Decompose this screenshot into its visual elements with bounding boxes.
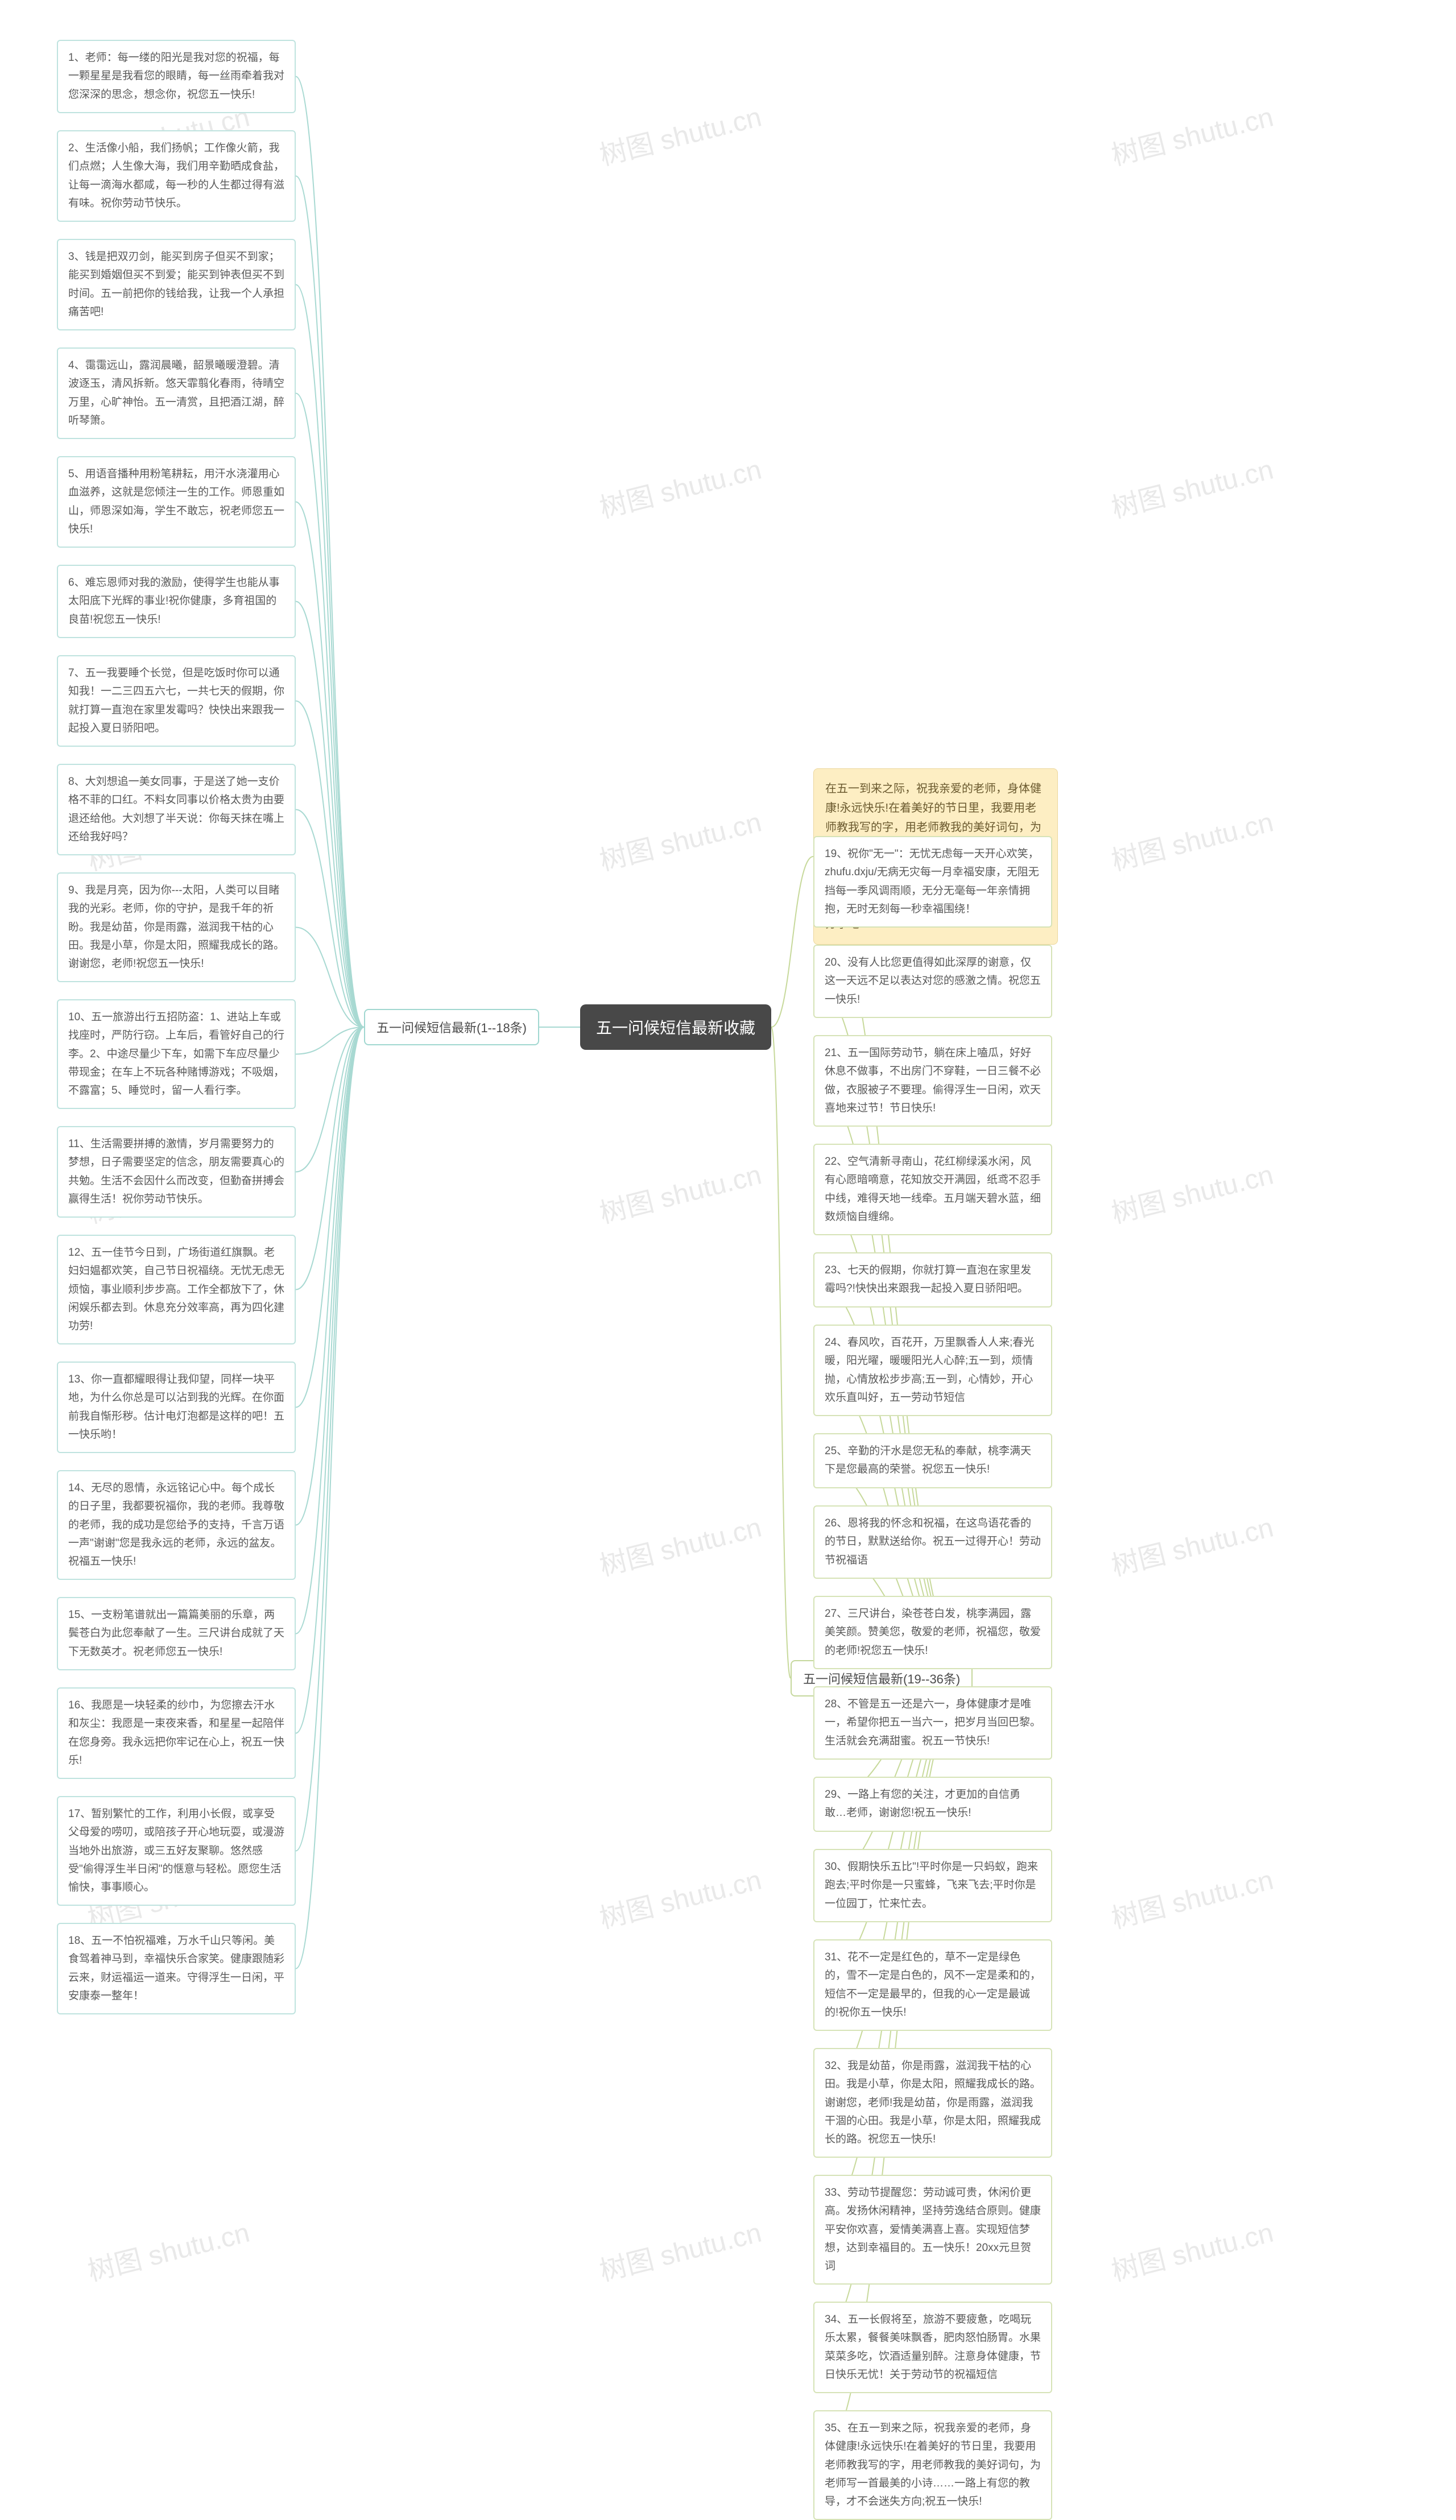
leaf-right-35[interactable]: 35、在五一到来之际，祝我亲爱的老师，身体健康!永远快乐!在着美好的节日里，我要…	[813, 2410, 1052, 2520]
leaf-text: 20、没有人比您更值得如此深厚的谢意，仅这一天远不足以表达对您的感激之情。祝您五…	[825, 957, 1041, 1005]
leaf-text: 16、我愿是一块轻柔的纱巾，为您擦去汗水和灰尘：我愿是一束夜来香，和星星一起陪伴…	[68, 1699, 284, 1766]
leaf-text: 14、无尽的恩情，永远铭记心中。每个成长的日子里，我都要祝福你，我的老师。我尊敬…	[68, 1482, 284, 1567]
leaf-text: 29、一路上有您的关注，才更加的自信勇敢…老师，谢谢您!祝五一快乐!	[825, 1789, 1020, 1819]
leaf-left-10[interactable]: 10、五一旅游出行五招防盗：1、进站上车或找座时，严防行窃。上车后，看管好自己的…	[57, 999, 296, 1109]
leaf-text: 19、祝你"无一"：无忧无虑每一天开心欢笑，zhufu.dxju/无病无灾每一月…	[825, 848, 1039, 915]
leaf-text: 26、恩将我的怀念和祝福，在这鸟语花香的的节日，默默送给你。祝五一过得开心！劳动…	[825, 1517, 1041, 1566]
leaf-text: 35、在五一到来之际，祝我亲爱的老师，身体健康!永远快乐!在着美好的节日里，我要…	[825, 2422, 1041, 2507]
leaf-left-8[interactable]: 8、大刘想追一美女同事，于是送了她一支价格不菲的口红。不料女同事以价格太贵为由要…	[57, 764, 296, 855]
leaf-left-14[interactable]: 14、无尽的恩情，永远铭记心中。每个成长的日子里，我都要祝福你，我的老师。我尊敬…	[57, 1470, 296, 1580]
watermark: 树图 shutu.cn	[1107, 2210, 1277, 2289]
leaf-right-29[interactable]: 29、一路上有您的关注，才更加的自信勇敢…老师，谢谢您!祝五一快乐!	[813, 1777, 1052, 1832]
branch-left-label: 五一问候短信最新(1--18条)	[377, 1021, 527, 1035]
leaf-right-22[interactable]: 22、空气清新寻南山，花红柳绿溪水闲，风有心愿暗嘀意，花知放交开满园，纸鸢不忍手…	[813, 1144, 1052, 1235]
leaf-text: 33、劳动节提醒您：劳动诚可贵，休闲价更高。发扬休闲精神，坚持劳逸结合原则。健康…	[825, 2187, 1041, 2272]
leaf-left-18[interactable]: 18、五一不怕祝福难，万水千山只等闲。美食驾着神马到，幸福快乐合家笑。健康跟随彩…	[57, 1923, 296, 2014]
leaf-left-7[interactable]: 7、五一我要睡个长觉，但是吃饭时你可以通知我！一二三四五六七，一共七天的假期，你…	[57, 655, 296, 747]
watermark: 树图 shutu.cn	[1107, 1505, 1277, 1583]
watermark: 树图 shutu.cn	[1107, 1152, 1277, 1231]
leaf-left-17[interactable]: 17、暂别繁忙的工作，利用小长假，或享受父母爱的唠叨，或陪孩子开心地玩耍，或漫游…	[57, 1796, 296, 1906]
leaf-text: 11、生活需要拼搏的激情，岁月需要努力的梦想，日子需要坚定的信念，朋友需要真心的…	[68, 1138, 284, 1205]
watermark: 树图 shutu.cn	[1107, 447, 1277, 525]
leaf-right-20[interactable]: 20、没有人比您更值得如此深厚的谢意，仅这一天远不足以表达对您的感激之情。祝您五…	[813, 945, 1052, 1018]
watermark: 树图 shutu.cn	[1107, 800, 1277, 878]
leaf-right-34[interactable]: 34、五一长假将至，旅游不要疲惫，吃喝玩乐太累，餐餐美味飘香，肥肉怒怕肠胃。水果…	[813, 2302, 1052, 2393]
leaf-text: 15、一支粉笔谱就出一篇篇美丽的乐章，两鬓苍白为此您奉献了一生。三尺讲台成就了天…	[68, 1609, 284, 1658]
leaf-left-1[interactable]: 1、老师：每一缕的阳光是我对您的祝福，每一颗星星是我看您的眼睛，每一丝雨牵着我对…	[57, 40, 296, 113]
leaf-left-16[interactable]: 16、我愿是一块轻柔的纱巾，为您擦去汗水和灰尘：我愿是一束夜来香，和星星一起陪伴…	[57, 1687, 296, 1779]
leaf-text: 7、五一我要睡个长觉，但是吃饭时你可以通知我！一二三四五六七，一共七天的假期，你…	[68, 667, 284, 734]
leaf-text: 34、五一长假将至，旅游不要疲惫，吃喝玩乐太累，餐餐美味飘香，肥肉怒怕肠胃。水果…	[825, 2314, 1041, 2381]
watermark: 树图 shutu.cn	[83, 2210, 253, 2289]
watermark: 树图 shutu.cn	[595, 94, 765, 173]
watermark: 树图 shutu.cn	[595, 1857, 765, 1936]
leaf-text: 25、辛勤的汗水是您无私的奉献，桃李满天下是您最高的荣誉。祝您五一快乐!	[825, 1445, 1031, 1475]
watermark: 树图 shutu.cn	[595, 2210, 765, 2289]
leaf-left-3[interactable]: 3、钱是把双刃剑，能买到房子但买不到家；能买到婚姻但买不到爱；能买到钟表但买不到…	[57, 239, 296, 330]
leaf-right-32[interactable]: 32、我是幼苗，你是雨露，滋润我干枯的心田。我是小草，你是太阳，照耀我成长的路。…	[813, 2048, 1052, 2158]
leaf-text: 17、暂别繁忙的工作，利用小长假，或享受父母爱的唠叨，或陪孩子开心地玩耍，或漫游…	[68, 1808, 284, 1893]
leaf-text: 32、我是幼苗，你是雨露，滋润我干枯的心田。我是小草，你是太阳，照耀我成长的路。…	[825, 2060, 1041, 2145]
leaf-left-6[interactable]: 6、难忘恩师对我的激励，使得学生也能从事太阳底下光辉的事业!祝你健康，多育祖国的…	[57, 565, 296, 638]
leaf-left-4[interactable]: 4、霭霭远山，露润晨曦，韶景曦暖澄碧。清波逐玉，清风拆新。悠天霏翦化春雨，待晴空…	[57, 347, 296, 439]
leaf-text: 12、五一佳节今日到，广场街道红旗飘。老妇妇媪都欢笑，自己节日祝福绕。无忧无虑无…	[68, 1247, 284, 1332]
leaf-text: 13、你一直都耀眼得让我仰望，同样一块平地，为什么你总是可以沾到我的光辉。在你面…	[68, 1373, 284, 1441]
watermark: 树图 shutu.cn	[595, 1505, 765, 1583]
leaf-left-9[interactable]: 9、我是月亮，因为你---太阳，人类可以目睹我的光彩。老师，你的守护，是我千年的…	[57, 872, 296, 982]
leaf-right-33[interactable]: 33、劳动节提醒您：劳动诚可贵，休闲价更高。发扬休闲精神，坚持劳逸结合原则。健康…	[813, 2175, 1052, 2285]
leaf-text: 27、三尺讲台，染苍苍白发，桃李满园，露美笑颜。赞美您，敬爱的老师，祝福您，敬爱…	[825, 1608, 1041, 1657]
leaf-text: 2、生活像小船，我们扬帆；工作像火箭，我们点燃；人生像大海，我们用辛勤晒成食盐，…	[68, 142, 284, 209]
leaf-left-11[interactable]: 11、生活需要拼搏的激情，岁月需要努力的梦想，日子需要坚定的信念，朋友需要真心的…	[57, 1126, 296, 1218]
leaf-right-28[interactable]: 28、不管是五一还是六一，身体健康才是唯一，希望你把五一当六一，把岁月当回巴黎。…	[813, 1686, 1052, 1760]
leaf-right-23[interactable]: 23、七天的假期，你就打算一直泡在家里发霉吗?!快快出来跟我一起投入夏日骄阳吧。	[813, 1252, 1052, 1307]
leaf-text: 4、霭霭远山，露润晨曦，韶景曦暖澄碧。清波逐玉，清风拆新。悠天霏翦化春雨，待晴空…	[68, 359, 284, 427]
leaf-text: 18、五一不怕祝福难，万水千山只等闲。美食驾着神马到，幸福快乐合家笑。健康跟随彩…	[68, 1935, 284, 2002]
leaf-text: 6、难忘恩师对我的激励，使得学生也能从事太阳底下光辉的事业!祝你健康，多育祖国的…	[68, 577, 280, 626]
leaf-text: 22、空气清新寻南山，花红柳绿溪水闲，风有心愿暗嘀意，花知放交开满园，纸鸢不忍手…	[825, 1156, 1041, 1223]
leaf-right-26[interactable]: 26、恩将我的怀念和祝福，在这鸟语花香的的节日，默默送给你。祝五一过得开心！劳动…	[813, 1505, 1052, 1579]
leaf-text: 5、用语音播种用粉笔耕耘，用汗水浇灌用心血滋养，这就是您倾注一生的工作。师恩重如…	[68, 468, 284, 535]
root-node[interactable]: 五一问候短信最新收藏	[580, 1004, 771, 1050]
leaf-text: 21、五一国际劳动节，躺在床上嗑瓜，好好休息不做事，不出房门不穿鞋，一日三餐不必…	[825, 1047, 1041, 1114]
leaf-text: 28、不管是五一还是六一，身体健康才是唯一，希望你把五一当六一，把岁月当回巴黎。…	[825, 1698, 1041, 1747]
leaf-left-12[interactable]: 12、五一佳节今日到，广场街道红旗飘。老妇妇媪都欢笑，自己节日祝福绕。无忧无虑无…	[57, 1235, 296, 1344]
leaf-text: 8、大刘想追一美女同事，于是送了她一支价格不菲的口红。不料女同事以价格太贵为由要…	[68, 776, 284, 843]
leaf-right-30[interactable]: 30、假期快乐五比"!平时你是一只蚂蚁，跑来跑去;平时你是一只蜜蜂，飞来飞去;平…	[813, 1849, 1052, 1922]
leaf-right-27[interactable]: 27、三尺讲台，染苍苍白发，桃李满园，露美笑颜。赞美您，敬爱的老师，祝福您，敬爱…	[813, 1596, 1052, 1669]
branch-right-label: 五一问候短信最新(19--36条)	[803, 1672, 960, 1686]
leaf-right-24[interactable]: 24、春风吹，百花开，万里飘香人人来;春光暖，阳光曜，暖暖阳光人心醉;五一到，烦…	[813, 1325, 1052, 1416]
watermark: 树图 shutu.cn	[595, 447, 765, 525]
leaf-text: 9、我是月亮，因为你---太阳，人类可以目睹我的光彩。老师，你的守护，是我千年的…	[68, 884, 284, 970]
watermark: 树图 shutu.cn	[1107, 1857, 1277, 1936]
watermark: 树图 shutu.cn	[595, 1152, 765, 1231]
watermark: 树图 shutu.cn	[595, 800, 765, 878]
leaf-right-21[interactable]: 21、五一国际劳动节，躺在床上嗑瓜，好好休息不做事，不出房门不穿鞋，一日三餐不必…	[813, 1035, 1052, 1127]
leaf-left-5[interactable]: 5、用语音播种用粉笔耕耘，用汗水浇灌用心血滋养，这就是您倾注一生的工作。师恩重如…	[57, 456, 296, 548]
leaf-right-25[interactable]: 25、辛勤的汗水是您无私的奉献，桃李满天下是您最高的荣誉。祝您五一快乐!	[813, 1433, 1052, 1488]
leaf-right-31[interactable]: 31、花不一定是红色的，草不一定是绿色的，雪不一定是白色的，风不一定是柔和的，短…	[813, 1939, 1052, 2031]
leaf-text: 24、春风吹，百花开，万里飘香人人来;春光暖，阳光曜，暖暖阳光人心醉;五一到，烦…	[825, 1336, 1034, 1404]
branch-left[interactable]: 五一问候短信最新(1--18条)	[364, 1009, 539, 1045]
leaf-left-13[interactable]: 13、你一直都耀眼得让我仰望，同样一块平地，为什么你总是可以沾到我的光辉。在你面…	[57, 1362, 296, 1453]
root-label: 五一问候短信最新收藏	[596, 1019, 755, 1037]
leaf-text: 1、老师：每一缕的阳光是我对您的祝福，每一颗星星是我看您的眼睛，每一丝雨牵着我对…	[68, 52, 284, 101]
leaf-text: 31、花不一定是红色的，草不一定是绿色的，雪不一定是白色的，风不一定是柔和的，短…	[825, 1951, 1041, 2018]
leaf-text: 30、假期快乐五比"!平时你是一只蚂蚁，跑来跑去;平时你是一只蜜蜂，飞来飞去;平…	[825, 1861, 1038, 1910]
leaf-right-19[interactable]: 19、祝你"无一"：无忧无虑每一天开心欢笑，zhufu.dxju/无病无灾每一月…	[813, 836, 1052, 928]
leaf-text: 23、七天的假期，你就打算一直泡在家里发霉吗?!快快出来跟我一起投入夏日骄阳吧。	[825, 1264, 1031, 1294]
leaf-text: 3、钱是把双刃剑，能买到房子但买不到家；能买到婚姻但买不到爱；能买到钟表但买不到…	[68, 251, 284, 318]
leaf-left-15[interactable]: 15、一支粉笔谱就出一篇篇美丽的乐章，两鬓苍白为此您奉献了一生。三尺讲台成就了天…	[57, 1597, 296, 1670]
watermark: 树图 shutu.cn	[1107, 94, 1277, 173]
leaf-left-2[interactable]: 2、生活像小船，我们扬帆；工作像火箭，我们点燃；人生像大海，我们用辛勤晒成食盐，…	[57, 130, 296, 222]
leaf-text: 10、五一旅游出行五招防盗：1、进站上车或找座时，严防行窃。上车后，看管好自己的…	[68, 1011, 284, 1096]
